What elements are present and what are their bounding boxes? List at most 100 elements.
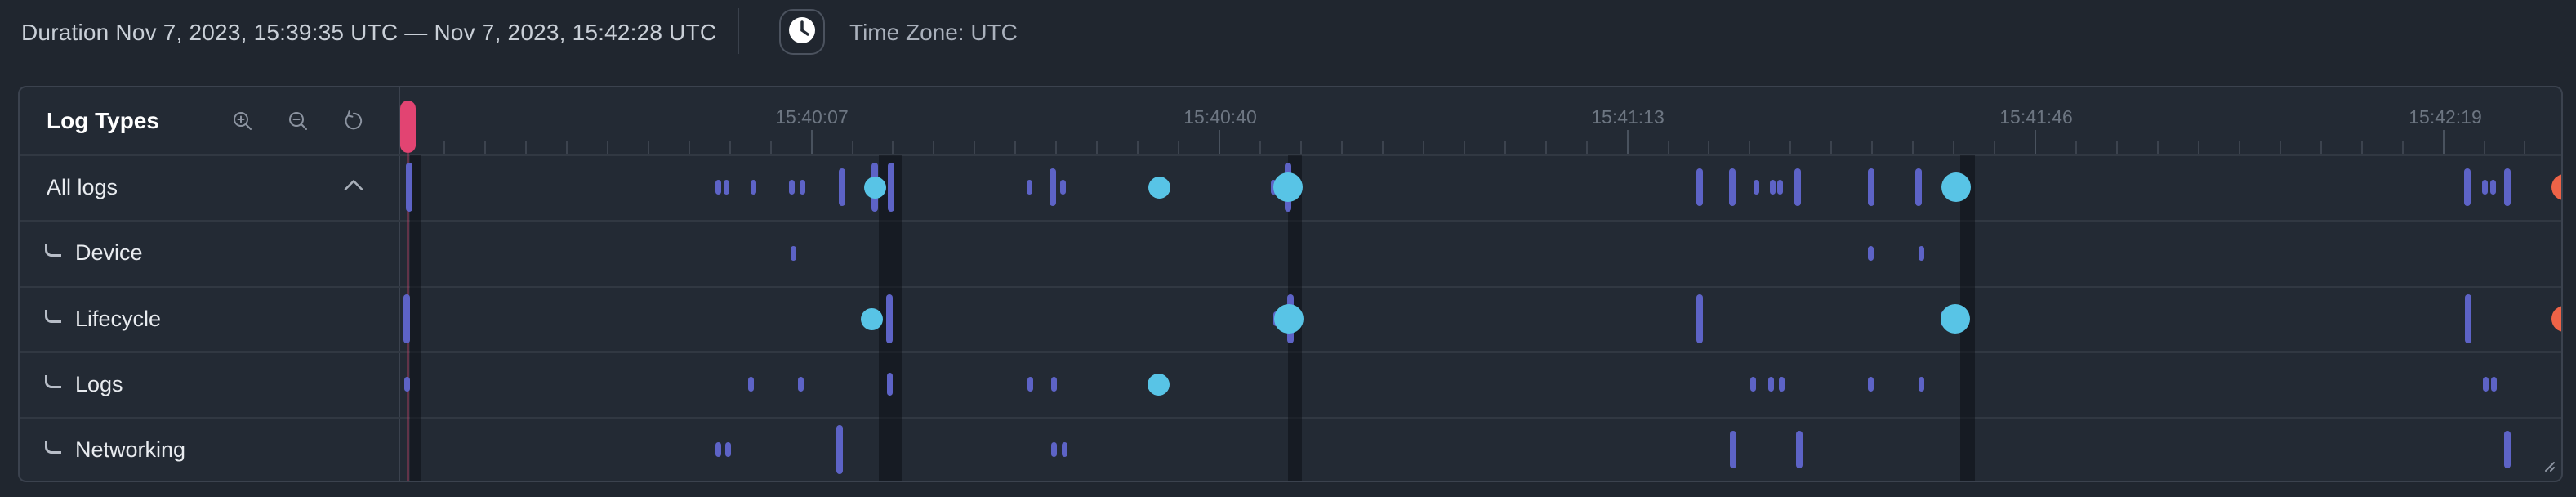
- event-marker-all-logs[interactable]: [1776, 180, 1783, 195]
- sidebar-item-device[interactable]: Device: [20, 220, 399, 285]
- event-marker-all-logs[interactable]: [1753, 180, 1759, 195]
- minor-tick: [1463, 141, 1465, 154]
- sidebar-item-all-logs[interactable]: All logs: [20, 154, 399, 220]
- minor-tick: [974, 141, 976, 154]
- sidebar-item-lifecycle[interactable]: Lifecycle: [20, 286, 399, 351]
- resize-grip-icon[interactable]: [2543, 460, 2556, 477]
- event-marker-lifecycle[interactable]: [886, 294, 893, 343]
- event-marker-all-logs[interactable]: [1794, 168, 1801, 206]
- event-marker-lifecycle[interactable]: [2551, 306, 2561, 332]
- zoom-out-icon[interactable]: [287, 110, 309, 132]
- event-marker-lifecycle[interactable]: [1941, 304, 1970, 334]
- minor-tick: [1381, 141, 1384, 154]
- event-marker-networking[interactable]: [1061, 442, 1067, 457]
- event-marker-lifecycle[interactable]: [1696, 294, 1703, 343]
- event-marker-all-logs[interactable]: [1059, 180, 1066, 195]
- event-marker-all-logs[interactable]: [406, 163, 412, 212]
- tick-label: 15:40:07: [775, 106, 849, 128]
- event-marker-networking[interactable]: [1050, 442, 1057, 457]
- event-marker-device[interactable]: [1918, 246, 1924, 261]
- event-marker-device[interactable]: [790, 246, 796, 261]
- event-marker-all-logs[interactable]: [788, 180, 795, 195]
- tick-label: 15:42:19: [2409, 106, 2482, 128]
- major-tick: [1626, 130, 1629, 154]
- minor-tick: [1871, 141, 1874, 154]
- event-marker-logs[interactable]: [747, 377, 754, 392]
- reset-zoom-icon[interactable]: [343, 110, 364, 132]
- event-marker-logs[interactable]: [403, 377, 410, 392]
- sidebar-item-label: Logs: [75, 371, 123, 396]
- event-marker-all-logs[interactable]: [2481, 180, 2488, 195]
- event-marker-logs[interactable]: [1050, 377, 1057, 392]
- event-marker-logs[interactable]: [1867, 377, 1874, 392]
- minor-tick: [1585, 141, 1588, 154]
- tree-branch-icon: [45, 310, 61, 323]
- event-marker-all-logs[interactable]: [839, 168, 845, 206]
- event-marker-networking[interactable]: [2504, 431, 2511, 468]
- event-marker-all-logs[interactable]: [2464, 168, 2471, 206]
- event-marker-networking[interactable]: [836, 425, 843, 474]
- event-marker-all-logs[interactable]: [1273, 172, 1303, 202]
- event-marker-all-logs[interactable]: [863, 176, 886, 199]
- session-band: [410, 155, 421, 481]
- event-marker-all-logs[interactable]: [1729, 168, 1736, 206]
- event-marker-networking[interactable]: [715, 442, 721, 457]
- event-marker-all-logs[interactable]: [799, 180, 805, 195]
- minor-tick: [1055, 141, 1058, 154]
- event-marker-all-logs[interactable]: [723, 180, 729, 195]
- clock-icon: [787, 16, 817, 49]
- event-marker-lifecycle[interactable]: [860, 307, 883, 330]
- zoom-in-icon[interactable]: [232, 110, 253, 132]
- event-marker-logs[interactable]: [1767, 377, 1774, 392]
- event-marker-lifecycle[interactable]: [403, 294, 410, 343]
- event-marker-logs[interactable]: [1778, 377, 1785, 392]
- event-marker-all-logs[interactable]: [2489, 180, 2496, 195]
- event-marker-logs[interactable]: [2490, 377, 2497, 392]
- event-marker-networking[interactable]: [1796, 431, 1803, 468]
- event-marker-lifecycle[interactable]: [2465, 294, 2471, 343]
- duration-label: Duration Nov 7, 2023, 15:39:35 UTC — Nov…: [21, 20, 717, 45]
- event-marker-all-logs[interactable]: [1696, 168, 1703, 206]
- event-marker-all-logs[interactable]: [2504, 168, 2511, 206]
- event-marker-all-logs[interactable]: [2551, 174, 2561, 200]
- event-marker-logs[interactable]: [1749, 377, 1756, 392]
- event-marker-logs[interactable]: [1918, 377, 1924, 392]
- event-marker-logs[interactable]: [797, 377, 804, 392]
- minor-tick: [1259, 141, 1261, 154]
- event-marker-logs[interactable]: [1027, 377, 1033, 392]
- event-marker-logs[interactable]: [886, 373, 893, 396]
- event-marker-all-logs[interactable]: [1868, 168, 1874, 206]
- log-timeline-panel: Log Types All logs: [18, 86, 2563, 482]
- minor-tick: [851, 141, 853, 154]
- minor-tick: [688, 141, 690, 154]
- event-marker-lifecycle[interactable]: [1274, 304, 1304, 334]
- event-marker-logs[interactable]: [2482, 377, 2489, 392]
- chevron-up-icon[interactable]: [343, 179, 364, 196]
- event-marker-all-logs[interactable]: [1148, 176, 1170, 199]
- event-marker-all-logs[interactable]: [715, 180, 721, 195]
- timezone-button[interactable]: [779, 9, 825, 55]
- event-marker-all-logs[interactable]: [1050, 168, 1056, 206]
- event-marker-all-logs[interactable]: [1941, 172, 1971, 202]
- minor-tick: [1340, 141, 1343, 154]
- sidebar-item-label: Networking: [75, 437, 186, 462]
- minor-tick: [1178, 141, 1180, 154]
- minor-tick: [647, 141, 649, 154]
- event-marker-device[interactable]: [1867, 246, 1874, 261]
- sidebar-item-networking[interactable]: Networking: [20, 417, 399, 481]
- event-marker-networking[interactable]: [1730, 431, 1736, 468]
- event-marker-all-logs[interactable]: [750, 180, 756, 195]
- event-marker-logs[interactable]: [1147, 373, 1170, 396]
- event-marker-all-logs[interactable]: [1026, 180, 1032, 195]
- minor-tick: [1789, 141, 1792, 154]
- event-marker-networking[interactable]: [724, 442, 731, 457]
- tree-branch-icon: [45, 441, 61, 454]
- sidebar-item-logs[interactable]: Logs: [20, 351, 399, 417]
- tick-label: 15:40:40: [1183, 106, 1257, 128]
- event-marker-all-logs[interactable]: [1915, 168, 1922, 206]
- minor-tick: [565, 141, 568, 154]
- event-marker-all-logs[interactable]: [888, 163, 894, 212]
- event-marker-all-logs[interactable]: [1769, 180, 1776, 195]
- playhead-handle[interactable]: [400, 101, 416, 153]
- minor-tick: [1667, 141, 1669, 154]
